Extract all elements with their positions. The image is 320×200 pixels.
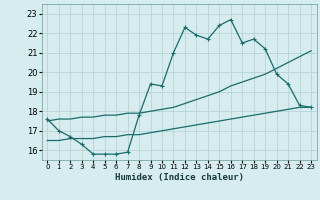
X-axis label: Humidex (Indice chaleur): Humidex (Indice chaleur) bbox=[115, 173, 244, 182]
